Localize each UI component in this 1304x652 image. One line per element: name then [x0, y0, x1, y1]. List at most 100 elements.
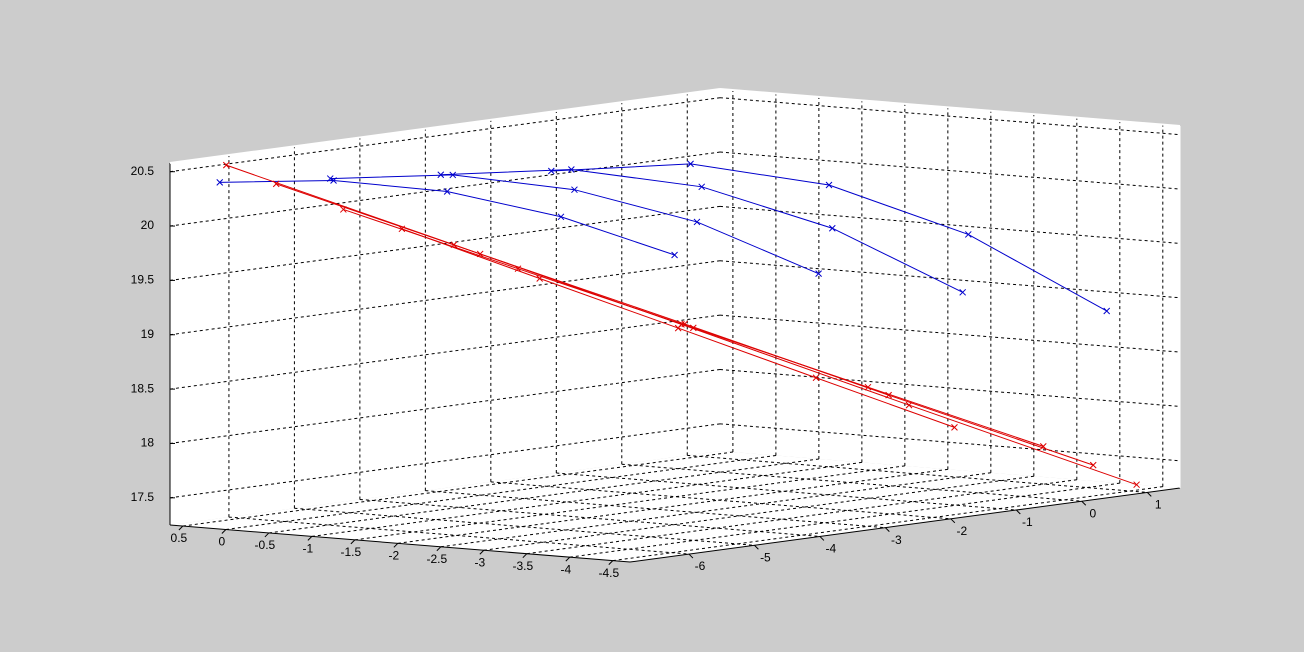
axis-line [169, 88, 721, 164]
back-wall-right [720, 89, 1180, 488]
tick-mark [950, 518, 956, 524]
tick-mark [307, 536, 313, 541]
tick-mark [885, 527, 890, 532]
tick-mark [1081, 500, 1087, 506]
data-point [828, 224, 836, 232]
grid-line [182, 451, 733, 527]
tick-mark [264, 532, 270, 538]
grid-line [359, 498, 820, 537]
x-tick-label: -4.5 [598, 566, 619, 580]
y-tick-label: -2 [956, 524, 967, 538]
data-point [674, 324, 682, 332]
data-point [1089, 461, 1097, 469]
tick-mark [522, 553, 528, 559]
data-point [339, 206, 347, 213]
z-tick-label: 19.5 [131, 273, 155, 287]
data-point [1133, 481, 1140, 489]
z-tick-label: 17.5 [131, 490, 155, 504]
tick-mark [688, 553, 694, 559]
axis-line [169, 524, 631, 563]
axis-line [719, 88, 1181, 127]
data-point [443, 188, 451, 195]
data-point [326, 175, 334, 182]
grid-line [612, 486, 1163, 562]
tick-mark [1146, 492, 1152, 497]
tick-mark [393, 542, 399, 548]
z-tick-label: 18.5 [131, 381, 155, 395]
z-tick-label: 18 [141, 436, 155, 450]
floor [170, 451, 1180, 562]
grid-line [169, 368, 721, 444]
data-point [671, 251, 678, 259]
data-point [222, 161, 230, 169]
data-point [1103, 307, 1111, 315]
grid-line [719, 314, 1181, 353]
data-point [567, 166, 575, 173]
data-point [437, 171, 445, 179]
y-tick-label: -3 [891, 533, 902, 547]
x-tick-label: -1 [303, 542, 314, 556]
axis-line [629, 487, 1181, 563]
data-point [557, 213, 565, 221]
grid-line [169, 97, 721, 173]
data-point [398, 225, 406, 233]
grid-line [556, 472, 1017, 511]
y-tick-label: -5 [760, 550, 771, 564]
z-tick-label: 20.5 [131, 164, 155, 178]
grid-line [268, 458, 819, 534]
data-point [689, 324, 697, 332]
grid-line [719, 260, 1181, 299]
x-tick-label: 0.5 [171, 531, 188, 545]
tick-mark [754, 544, 759, 550]
grid-line [169, 260, 721, 336]
data-point [864, 383, 872, 391]
grid-line [228, 516, 689, 555]
grid-line [526, 479, 1077, 555]
grid-line [490, 481, 951, 520]
data-point [571, 186, 578, 194]
z-tick-label: 19 [141, 327, 155, 341]
z-tick-label: 20 [141, 218, 155, 232]
data-point [815, 270, 822, 278]
x-tick-label: -0.5 [255, 538, 276, 552]
tick-mark [221, 529, 227, 534]
grid-line [569, 482, 1120, 558]
data-point [449, 171, 457, 179]
y-tick-label: -4 [826, 542, 837, 556]
data-point [959, 288, 967, 296]
grid-line [169, 423, 721, 499]
grid-line [354, 465, 905, 541]
data-point [825, 181, 833, 189]
y-tick-label: -1 [1022, 515, 1033, 529]
data-point [693, 218, 701, 226]
tick-mark [1015, 509, 1021, 515]
x-tick-label: -4 [560, 562, 571, 576]
data-point [1039, 443, 1047, 450]
tick-mark [819, 536, 825, 541]
data-point [514, 265, 522, 273]
grid-line [719, 97, 1181, 136]
data-point [272, 180, 280, 188]
x-tick-label: 0 [219, 535, 226, 549]
data-point [216, 178, 224, 186]
y-tick-label: -6 [695, 559, 706, 573]
grid-line [169, 314, 721, 390]
back-wall-left [170, 89, 720, 525]
data-point [812, 374, 820, 382]
y-tick-label: 0 [1089, 506, 1096, 520]
x-tick-label: -1.5 [341, 545, 362, 559]
grid-line [719, 151, 1181, 190]
data-point [964, 231, 972, 238]
x-tick-label: -3 [474, 555, 485, 569]
grid-line [719, 423, 1181, 462]
data-point [951, 423, 958, 431]
data-point [687, 160, 694, 168]
grid-line [483, 475, 1034, 551]
grid-line [687, 454, 1148, 493]
grid-line [397, 468, 948, 544]
x-tick-label: -2.5 [426, 552, 447, 566]
data-point [536, 275, 544, 282]
tick-mark [479, 549, 485, 555]
grid-line [294, 507, 755, 546]
